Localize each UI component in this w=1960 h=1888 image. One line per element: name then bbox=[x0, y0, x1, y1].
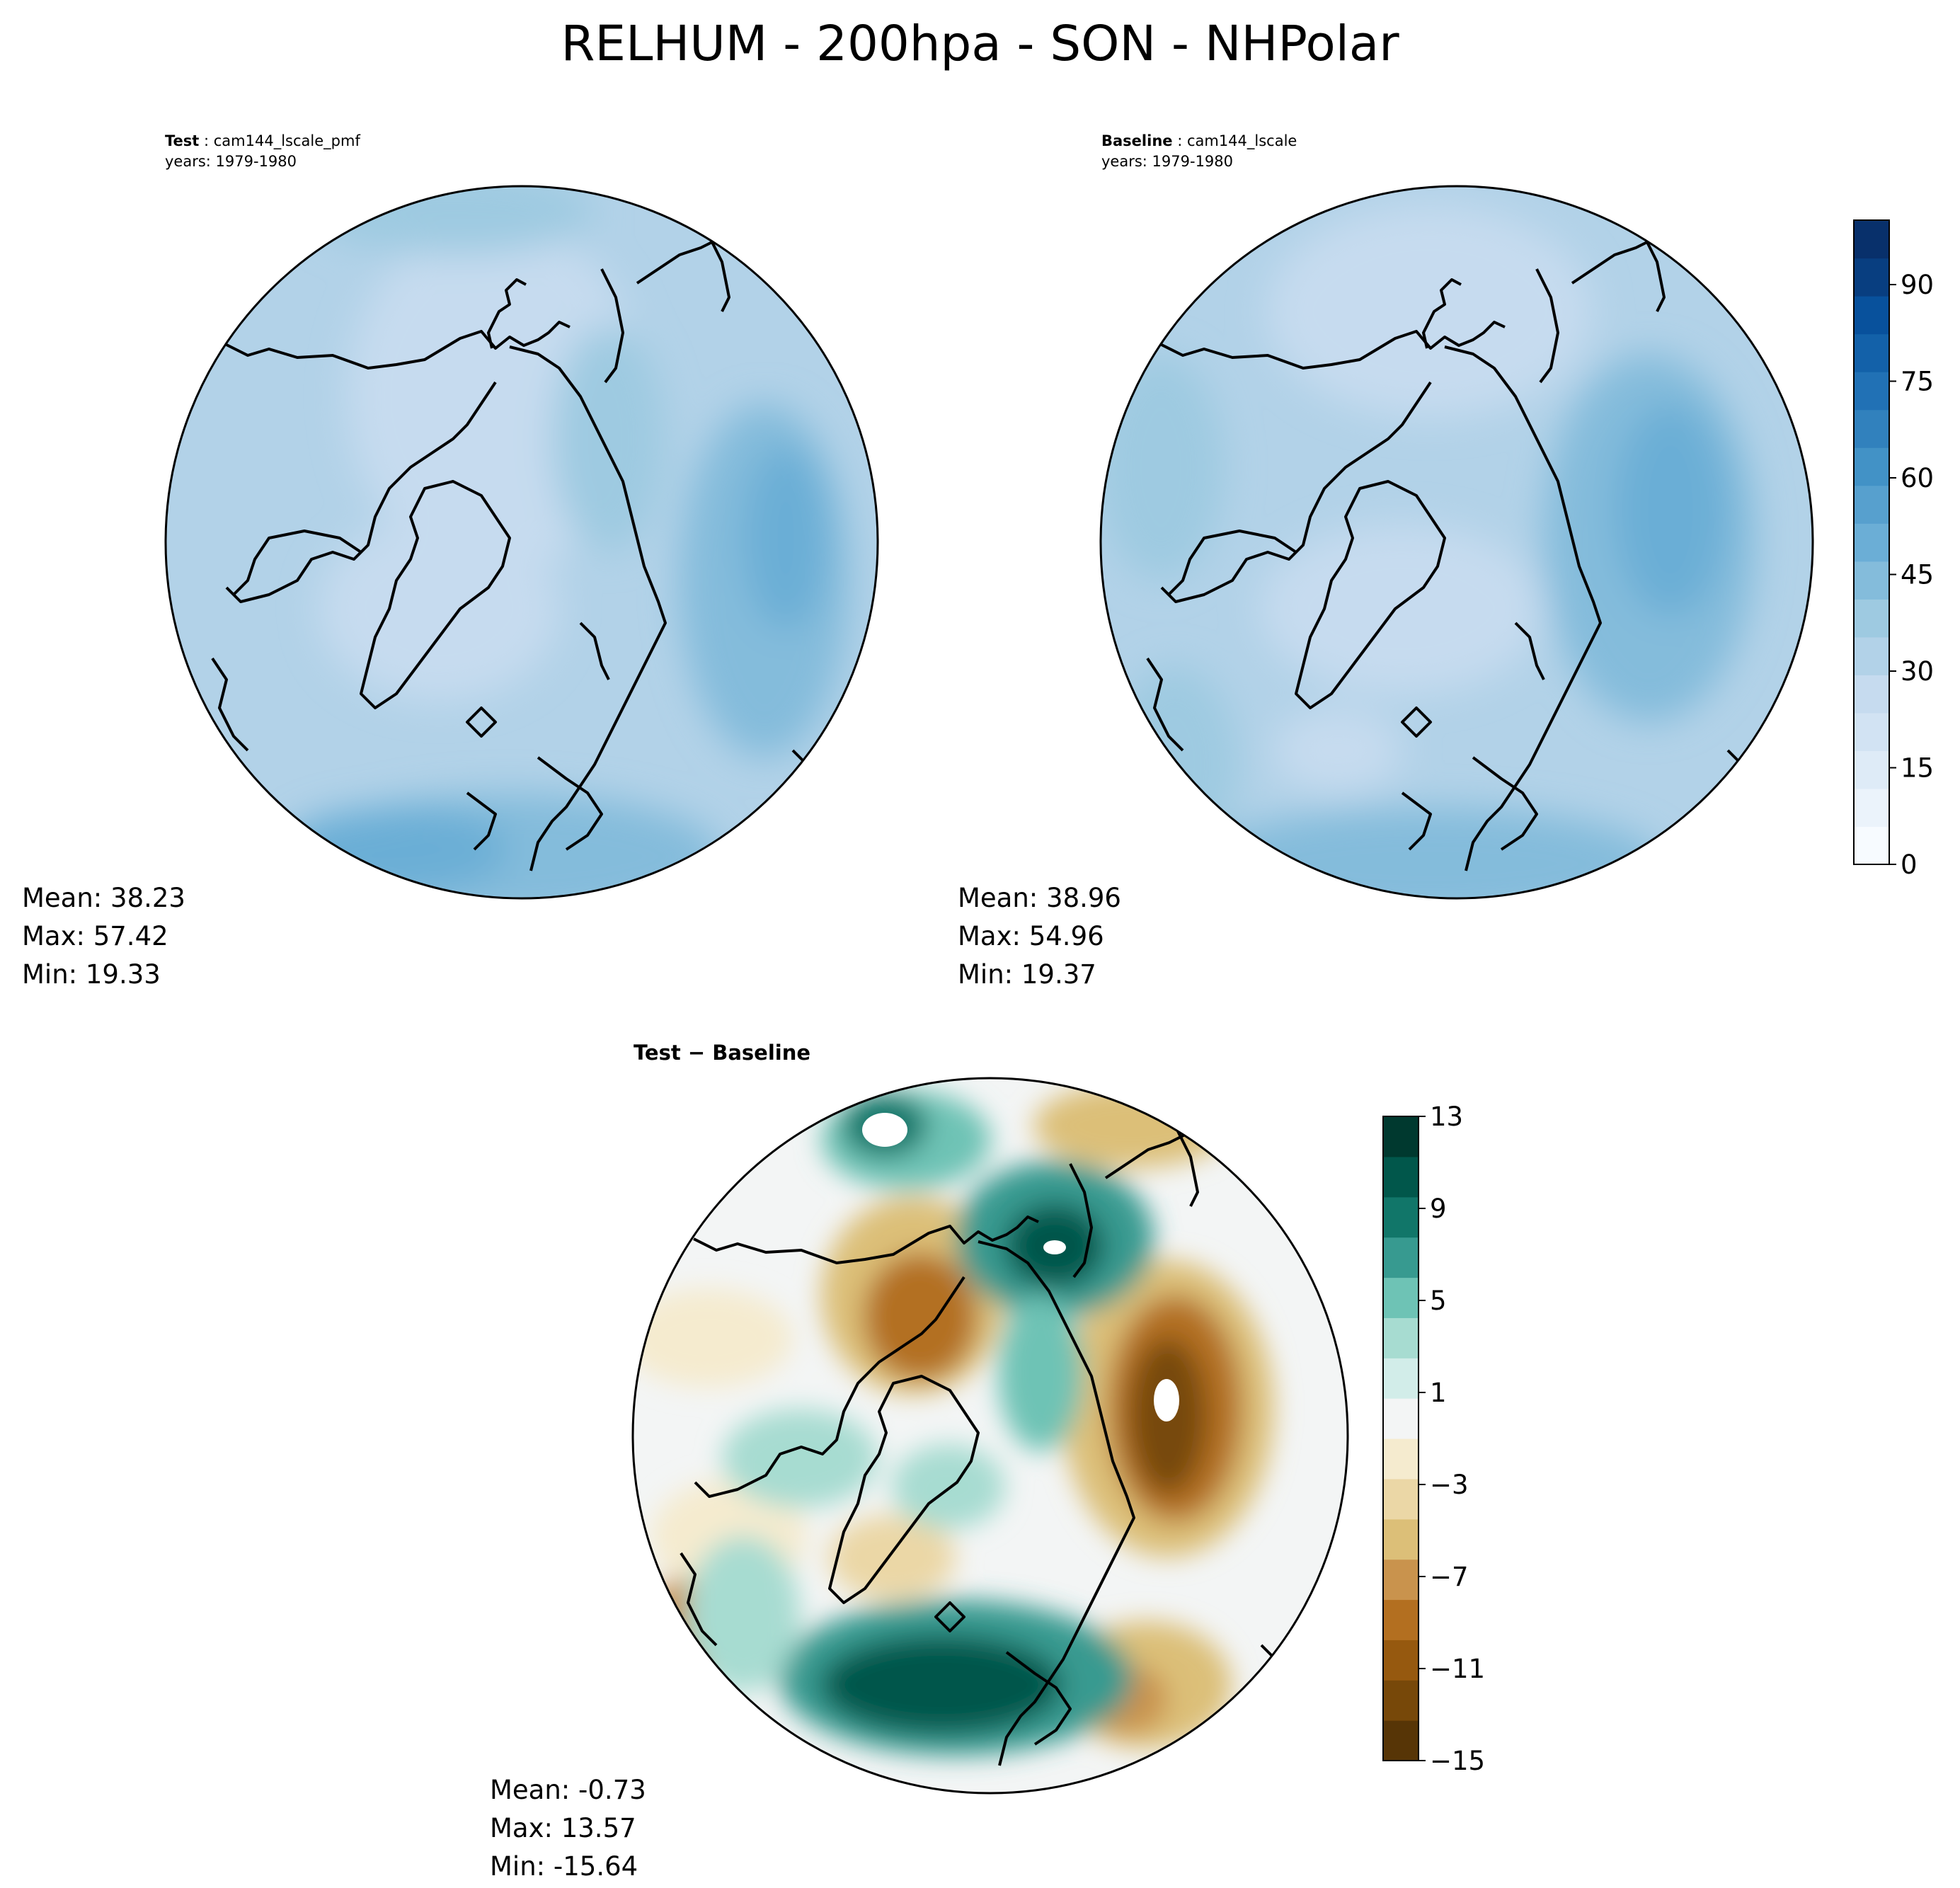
colorbar-difference: −15 −11 −7 −3 1 5 9 13 bbox=[1382, 1102, 1485, 1776]
baseline-max: Max: 54.96 bbox=[958, 921, 1104, 951]
colorbar-relhum-swatch bbox=[1854, 296, 1889, 335]
colorbar-relhum-swatch bbox=[1854, 599, 1889, 638]
diff-max: Max: 13.57 bbox=[490, 1813, 636, 1843]
baseline-mean: Mean: 38.96 bbox=[958, 883, 1121, 913]
colorbar-difference-swatch bbox=[1383, 1116, 1419, 1157]
diff-missing-3 bbox=[1154, 1379, 1179, 1421]
baseline-years: years: 1979-1980 bbox=[1101, 153, 1234, 170]
test-panel-title: Test : cam144_lscale_pmf bbox=[165, 132, 360, 149]
colorbar-relhum-swatch bbox=[1854, 750, 1889, 789]
colorbar-difference-swatch bbox=[1383, 1680, 1419, 1721]
colorbar-difference-swatch bbox=[1383, 1599, 1419, 1640]
colorbar-difference-tick-label: 13 bbox=[1430, 1102, 1463, 1132]
baseline-case-name: cam144_lscale bbox=[1186, 132, 1297, 149]
baseline-min: Min: 19.37 bbox=[958, 959, 1096, 990]
colorbar-relhum-tick-label: 75 bbox=[1901, 367, 1934, 397]
diff-stats: Mean: -0.73 Max: 13.57 Min: -15.64 bbox=[490, 1771, 646, 1886]
figure-title: RELHUM - 200hpa - SON - NHPolar bbox=[561, 16, 1399, 72]
diff-missing-2 bbox=[1043, 1240, 1066, 1254]
baseline-label: Baseline bbox=[1101, 132, 1173, 149]
baseline-field bbox=[1101, 186, 1813, 898]
diff-mean: Mean: -0.73 bbox=[490, 1775, 646, 1805]
colorbar-relhum-swatch bbox=[1854, 523, 1889, 562]
test-min: Min: 19.33 bbox=[22, 959, 161, 990]
colorbar-difference-swatch bbox=[1383, 1559, 1419, 1601]
colorbar-relhum-swatch bbox=[1854, 372, 1889, 411]
colorbar-relhum-tick-label: 15 bbox=[1901, 753, 1934, 784]
colorbar-difference-swatch bbox=[1383, 1438, 1419, 1480]
baseline-coastlines bbox=[1146, 211, 1743, 871]
colorbar-difference-tick-label: −15 bbox=[1430, 1746, 1485, 1776]
colorbar-difference-frame bbox=[1382, 1116, 1419, 1761]
colorbar-relhum-frame bbox=[1853, 219, 1890, 865]
test-mean: Mean: 38.23 bbox=[22, 883, 185, 913]
colorbar-relhum-swatch bbox=[1854, 409, 1889, 448]
colorbar-relhum-swatch bbox=[1854, 788, 1889, 828]
colorbar-relhum-swatch bbox=[1854, 258, 1889, 297]
colorbar-difference-tick-label: −11 bbox=[1430, 1654, 1485, 1684]
test-map-border bbox=[164, 185, 879, 900]
baseline-map-border bbox=[1099, 185, 1814, 900]
colorbar-relhum-swatch bbox=[1854, 636, 1889, 675]
colorbar-difference-swatch bbox=[1383, 1518, 1419, 1560]
colorbar-relhum-tick-label: 45 bbox=[1901, 560, 1934, 590]
colorbar-relhum-swatch bbox=[1854, 220, 1889, 259]
colorbar-difference-tick-label: 9 bbox=[1430, 1194, 1447, 1224]
colorbar-relhum-tick-label: 60 bbox=[1901, 463, 1934, 493]
diff-map bbox=[631, 1077, 1349, 1795]
colorbar-relhum-swatch bbox=[1854, 712, 1889, 752]
test-case-name: cam144_lscale_pmf bbox=[213, 132, 360, 149]
colorbar-difference-tick-label: 5 bbox=[1430, 1286, 1447, 1316]
test-stats: Mean: 38.23 Max: 57.42 Min: 19.33 bbox=[22, 879, 185, 994]
baseline-stats: Mean: 38.96 Max: 54.96 Min: 19.37 bbox=[958, 879, 1121, 994]
diff-min: Min: -15.64 bbox=[490, 1851, 638, 1882]
colorbar-difference-tick-label: −3 bbox=[1430, 1470, 1469, 1500]
diff-missing-1 bbox=[862, 1113, 907, 1147]
colorbar-difference-tick-label: −7 bbox=[1430, 1562, 1469, 1592]
colorbar-difference-swatch bbox=[1383, 1720, 1419, 1761]
test-map bbox=[164, 185, 879, 900]
colorbar-relhum-swatch bbox=[1854, 447, 1889, 486]
colorbar-difference-swatch bbox=[1383, 1640, 1419, 1681]
colorbar-relhum-swatch bbox=[1854, 561, 1889, 600]
baseline-map bbox=[1099, 185, 1814, 900]
diff-map-border bbox=[631, 1077, 1349, 1795]
colorbar-difference-swatch bbox=[1383, 1358, 1419, 1399]
colorbar-relhum-tick-label: 90 bbox=[1901, 270, 1934, 300]
colorbar-difference-swatch bbox=[1383, 1398, 1419, 1439]
colorbar-difference-swatch bbox=[1383, 1156, 1419, 1198]
colorbar-difference-swatch bbox=[1383, 1277, 1419, 1318]
colorbar-relhum-tick-label: 0 bbox=[1901, 849, 1918, 880]
colorbar-difference-swatch bbox=[1383, 1237, 1419, 1278]
colorbar-relhum: 0 15 30 45 60 75 90 bbox=[1853, 219, 1934, 880]
colorbar-relhum-swatch bbox=[1854, 333, 1889, 372]
test-max: Max: 57.42 bbox=[22, 921, 168, 951]
colorbar-relhum-swatch bbox=[1854, 675, 1889, 714]
baseline-panel-title: Baseline : cam144_lscale bbox=[1101, 132, 1297, 149]
test-label: Test bbox=[165, 132, 200, 149]
colorbar-difference-tick-label: 1 bbox=[1430, 1378, 1447, 1408]
test-years: years: 1979-1980 bbox=[165, 153, 297, 170]
colorbar-relhum-tick-label: 30 bbox=[1901, 656, 1934, 687]
colorbar-difference-swatch bbox=[1383, 1317, 1419, 1358]
colorbar-relhum-swatch bbox=[1854, 485, 1889, 524]
colorbar-relhum-swatch bbox=[1854, 826, 1889, 865]
colorbar-difference-swatch bbox=[1383, 1196, 1419, 1238]
colorbar-difference-swatch bbox=[1383, 1478, 1419, 1520]
test-field bbox=[166, 186, 878, 898]
diff-panel-title: Test − Baseline bbox=[634, 1041, 811, 1065]
diff-field bbox=[633, 1078, 1348, 1793]
